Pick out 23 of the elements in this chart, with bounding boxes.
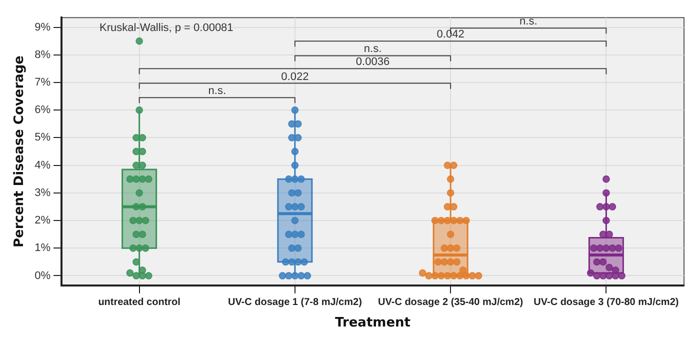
annotation: 0.0036 bbox=[356, 56, 390, 68]
y-tick-label: 8% bbox=[34, 48, 51, 61]
annotation: 0.022 bbox=[281, 70, 309, 83]
annotation: 0.042 bbox=[436, 28, 464, 41]
annotation: n.s. bbox=[208, 85, 226, 98]
y-axis-title: Percent Disease Coverage bbox=[12, 55, 28, 248]
y-tick-label: 5% bbox=[34, 132, 51, 144]
y-tick-label: 3% bbox=[34, 186, 51, 199]
y-tick-label: 2% bbox=[34, 214, 51, 227]
annotation: n.s. bbox=[520, 16, 538, 28]
annotation: Kruskal-Wallis, p = 0.00081 bbox=[100, 22, 234, 34]
annotation: n.s. bbox=[364, 43, 382, 56]
y-tick-label: 7% bbox=[34, 76, 51, 89]
y-tick-label: 6% bbox=[34, 104, 51, 116]
x-axis-title: Treatment bbox=[335, 316, 410, 331]
y-tick-label: 0% bbox=[34, 270, 51, 282]
x-tick-label: UV-C dosage 2 (35-40 mJ/cm2) bbox=[378, 297, 524, 308]
x-tick-label: UV-C dosage 3 (70-80 mJ/cm2) bbox=[534, 297, 679, 308]
x-tick-label: untreated control bbox=[98, 297, 181, 308]
y-tick-label: 1% bbox=[34, 242, 51, 254]
x-tick-label: UV-C dosage 1 (7-8 mJ/cm2) bbox=[228, 297, 362, 308]
y-tick-label: 4% bbox=[34, 159, 51, 172]
y-tick-label: 9% bbox=[34, 21, 51, 34]
